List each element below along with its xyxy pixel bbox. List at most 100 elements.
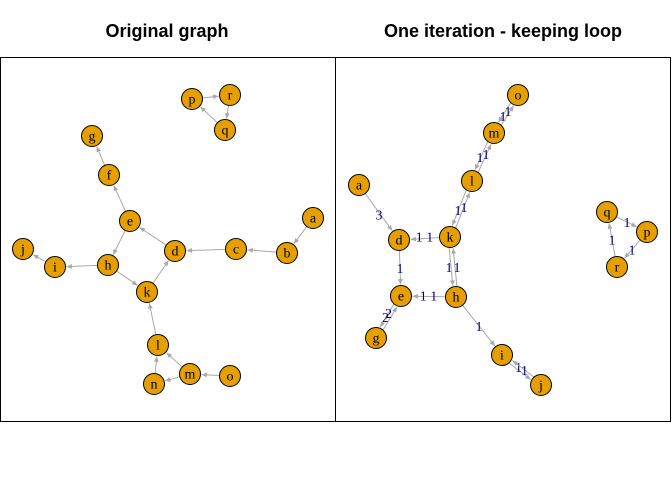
edge-k-l [455,192,471,229]
edge-h-i [462,304,496,347]
vertex-label-a: a [310,212,317,227]
vertex-circle-m [179,363,201,385]
vertex-l: l [147,334,169,356]
vertex-g: g [81,125,103,147]
vertex-label-m: m [185,368,196,383]
edge-label-l-k: 1 [455,204,462,219]
vertex-l: l [461,170,483,192]
edge-label-h-k: 1 [446,261,453,276]
vertex-label-h: h [453,291,460,306]
vertex-circle-i [44,256,66,278]
vertex-label-l: l [470,175,474,190]
edge-f-g [96,146,106,166]
vertex-k: k [439,226,461,248]
edge-l-k [148,303,157,335]
edge-label-i-j: 1 [515,361,522,376]
original-graph-panel: a b c d e f g h i j k l m n o p q r [12,84,324,395]
vertex-h: h [97,254,119,276]
vertex-label-d: d [396,234,403,249]
vertex-circle-d [388,229,410,251]
edge-label-d-e: 1 [397,262,404,277]
edge-label-h-e: 1 1 [420,290,438,305]
edge-h-k [116,270,138,286]
edge-d-e [139,226,167,246]
vertex-e: e [390,285,412,307]
edge-p-r [624,239,641,259]
edge-a-d [364,193,393,231]
edge-p-r [202,94,219,100]
panel-frame-iteration [335,57,671,422]
vertex-circle-j [12,238,34,260]
vertex-i: i [491,344,513,366]
edge-m-l [166,352,183,368]
vertex-g: g [365,327,387,349]
edge-m-l [474,141,489,170]
edge-h-e [412,293,446,299]
vertex-label-g: g [373,332,380,347]
vertex-c: c [225,238,247,260]
edge-label-m-o: 1 [505,105,512,120]
vertex-circle-e [119,210,141,232]
vertex-circle-d [164,240,186,262]
edge-label-g-e: 2 [385,307,392,322]
edge-m-n [164,376,181,382]
vertex-n: n [143,373,165,395]
vertex-label-f: f [107,169,112,184]
edge-l-m [477,144,492,173]
vertex-q: q [596,201,618,223]
vertex-label-o: o [227,370,234,385]
vertex-b: b [276,242,298,264]
vertex-label-k: k [447,231,454,246]
vertex-j: j [12,238,34,260]
vertex-label-j: j [20,243,25,258]
edge-h-i [66,263,98,269]
vertex-circle-k [439,226,461,248]
edge-label-j-i: 1 [521,364,528,379]
vertex-circle-q [596,201,618,223]
edge-g-e [382,306,398,331]
vertex-label-o: o [515,89,522,104]
panel-frame-original [0,57,336,422]
vertex-h: h [445,286,467,308]
vertex-a: a [302,207,324,229]
vertex-m: m [179,363,201,385]
vertex-p: p [636,221,658,243]
vertex-j: j [530,374,552,396]
edge-i-j [32,254,47,263]
vertex-o: o [507,84,529,106]
vertex-circle-c [225,238,247,260]
edge-m-o [500,105,514,126]
edge-b-c [247,247,277,253]
edge-k-d [152,260,169,284]
vertex-q: q [214,119,236,141]
edge-l-k [451,189,467,226]
vertex-label-i: i [500,349,504,364]
vertex-circle-a [302,207,324,229]
edge-label-h-i: 1 [476,320,483,335]
edge-label-k-l: 1 [461,201,468,216]
vertex-label-k: k [144,286,151,301]
vertex-d: d [388,229,410,251]
vertex-r: r [606,256,628,278]
vertex-circle-m [483,122,505,144]
vertex-label-j: j [538,379,543,394]
edge-k-h [448,247,455,286]
edge-a-b [293,226,308,245]
vertex-circle-j [530,374,552,396]
vertex-circle-k [136,281,158,303]
vertex-label-e: e [127,215,133,230]
vertex-label-i: i [53,261,57,276]
vertex-circle-f [98,164,120,186]
edge-label-a-d: 3 [376,209,383,224]
vertex-circle-n [143,373,165,395]
vertex-circle-g [365,327,387,349]
vertex-a: a [348,174,370,196]
edge-label-r-q: 1 [609,234,616,249]
vertex-circle-l [147,334,169,356]
vertex-label-h: h [105,259,112,274]
vertex-label-a: a [356,179,363,194]
vertex-label-l: l [156,339,160,354]
vertex-label-c: c [233,243,239,258]
vertex-circle-o [507,84,529,106]
